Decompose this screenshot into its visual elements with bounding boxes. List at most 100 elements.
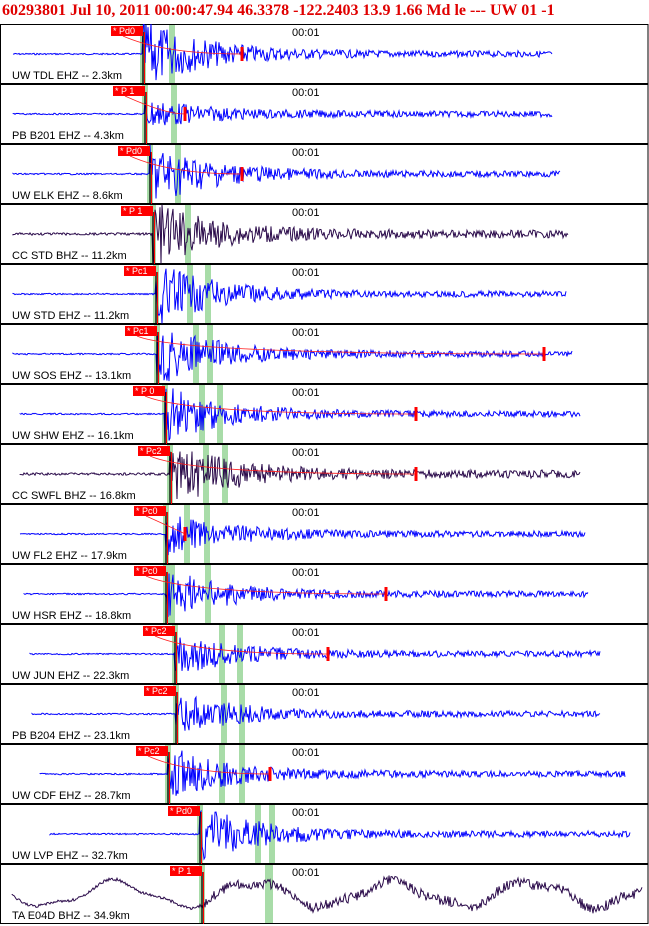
- panel-frame: [0, 864, 649, 924]
- waveform: [12, 204, 569, 266]
- pick-phase-label: * Pc1: [127, 326, 149, 336]
- pick-label-box[interactable]: [133, 386, 165, 396]
- time-tick-label: 00:01: [292, 507, 320, 519]
- waveform: [11, 875, 643, 914]
- panel-frame: [0, 684, 649, 744]
- waveform: [29, 637, 601, 672]
- station-label: CC SWFL BHZ -- 16.8km: [12, 490, 136, 502]
- pick-label-box[interactable]: [111, 26, 143, 36]
- trace-panel: * Pd0 00:01 UW LVP EHZ -- 32.7km: [0, 804, 649, 864]
- trace-panel: * Pc2 00:01 PB B204 EHZ -- 23.1km: [0, 684, 649, 744]
- time-tick-label: 00:01: [292, 207, 320, 219]
- coda-marker[interactable]: [542, 347, 546, 361]
- coda-marker[interactable]: [268, 767, 272, 781]
- event-header: 60293801 Jul 10, 2011 00:00:47.94 46.337…: [0, 0, 649, 24]
- station-label: TA E04D BHZ -- 34.9km: [12, 910, 130, 922]
- pick-label-box[interactable]: [118, 146, 150, 156]
- station-label: UW CDF EHZ -- 28.7km: [12, 790, 131, 802]
- s-phase-band: [205, 265, 211, 323]
- time-tick-label: 00:01: [292, 567, 320, 579]
- pick-phase-label: * Pc2: [138, 746, 160, 756]
- coda-marker[interactable]: [414, 407, 418, 421]
- pick-label-box[interactable]: [143, 626, 175, 636]
- trace-panel: * P 1 00:01 PB B201 EHZ -- 4.3km: [0, 84, 649, 144]
- pick-phase-label: * P 1: [172, 866, 191, 876]
- s-phase-band: [219, 745, 225, 803]
- event-title: 60293801 Jul 10, 2011 00:00:47.94 46.337…: [2, 2, 555, 19]
- coda-marker[interactable]: [183, 107, 187, 121]
- pick-label-box[interactable]: [113, 86, 145, 96]
- trace-panel: * P 1 00:01 TA E04D BHZ -- 34.9km: [0, 864, 649, 924]
- coda-curve: [154, 635, 329, 655]
- s-phase-band: [169, 565, 175, 623]
- coda-curve: [144, 395, 417, 415]
- time-tick-label: 00:01: [292, 27, 320, 39]
- pick-phase-label: * P 1: [115, 86, 134, 96]
- pick-label-box[interactable]: [121, 206, 153, 216]
- station-label: UW TDL EHZ -- 2.3km: [12, 70, 122, 82]
- pick-phase-label: * Pc0: [136, 566, 158, 576]
- s-phase-band: [217, 385, 223, 443]
- time-tick-label: 00:01: [292, 867, 320, 879]
- time-tick-label: 00:01: [292, 147, 320, 159]
- coda-marker[interactable]: [183, 527, 187, 541]
- time-tick-label: 00:01: [292, 387, 320, 399]
- coda-marker[interactable]: [240, 47, 244, 61]
- time-tick-label: 00:01: [292, 627, 320, 639]
- coda-curve: [147, 755, 271, 775]
- trace-panel: * Pd0 00:01 UW TDL EHZ -- 2.3km: [0, 24, 649, 84]
- trace-panel: * Pd0 00:01 UW ELK EHZ -- 8.6km: [0, 144, 649, 204]
- trace-panel: * Pc2 00:01 CC SWFL BHZ -- 16.8km: [0, 444, 649, 504]
- coda-marker[interactable]: [326, 647, 330, 661]
- coda-marker[interactable]: [240, 167, 244, 181]
- s-phase-band: [269, 805, 275, 863]
- coda-curve: [145, 575, 387, 595]
- pick-label-box[interactable]: [168, 806, 200, 816]
- station-label: PB B204 EHZ -- 23.1km: [12, 730, 130, 742]
- time-tick-label: 00:01: [292, 807, 320, 819]
- pick-label-box[interactable]: [144, 686, 176, 696]
- pick-label-box[interactable]: [134, 566, 166, 576]
- station-label: UW HSR EHZ -- 18.8km: [12, 610, 131, 622]
- station-label: UW SOS EHZ -- 13.1km: [12, 370, 131, 382]
- seismogram-panel: * Pd0 00:01 UW TDL EHZ -- 2.3km * P 1 00:01 P…: [0, 24, 649, 924]
- pick-phase-label: * Pd0: [120, 146, 142, 156]
- waveform: [12, 144, 561, 199]
- pick-label-box[interactable]: [138, 446, 170, 456]
- pick-phase-label: * Pc0: [136, 506, 158, 516]
- trace-panel: * P 0 00:01 UW SHW EHZ -- 16.1km: [0, 384, 649, 444]
- station-label: UW SHW EHZ -- 16.1km: [12, 430, 134, 442]
- coda-marker[interactable]: [414, 467, 418, 481]
- waveform: [31, 695, 601, 731]
- trace-panel: * P 1 00:01 CC STD BHZ -- 11.2km: [0, 204, 649, 266]
- waveform: [19, 388, 581, 441]
- pick-label-box[interactable]: [124, 266, 156, 276]
- pick-label-box[interactable]: [125, 326, 157, 336]
- pick-label-box[interactable]: [134, 506, 166, 516]
- station-label: PB B201 EHZ -- 4.3km: [12, 130, 124, 142]
- waveform: [23, 573, 589, 617]
- time-tick-label: 00:01: [292, 447, 320, 459]
- s-phase-band: [184, 505, 190, 563]
- trace-panel: * Pc1 00:01 UW SOS EHZ -- 13.1km: [0, 324, 649, 384]
- waveform: [12, 268, 567, 324]
- waveform: [49, 809, 631, 861]
- coda-marker[interactable]: [384, 587, 388, 601]
- waveform: [19, 451, 581, 500]
- station-label: UW STD EHZ -- 11.2km: [12, 310, 129, 322]
- pick-label-box[interactable]: [170, 866, 202, 876]
- pick-phase-label: * P 1: [123, 206, 142, 216]
- pick-label-box[interactable]: [136, 746, 168, 756]
- coda-curve: [122, 35, 243, 55]
- pick-phase-label: * Pc2: [145, 626, 167, 636]
- trace-panel: * Pc2 00:01 UW JUN EHZ -- 22.3km: [0, 624, 649, 684]
- trace-panel: * Pc0 00:01 UW FL2 EHZ -- 17.9km: [0, 504, 649, 564]
- pick-phase-label: * Pc1: [126, 266, 148, 276]
- pick-phase-label: * P 0: [135, 386, 154, 396]
- station-label: UW LVP EHZ -- 32.7km: [12, 850, 128, 862]
- trace-panel: * Pc0 00:01 UW HSR EHZ -- 18.8km: [0, 564, 649, 624]
- s-phase-band: [169, 25, 175, 83]
- station-label: UW FL2 EHZ -- 17.9km: [12, 550, 127, 562]
- waveform: [12, 24, 553, 81]
- station-label: UW JUN EHZ -- 22.3km: [12, 670, 129, 682]
